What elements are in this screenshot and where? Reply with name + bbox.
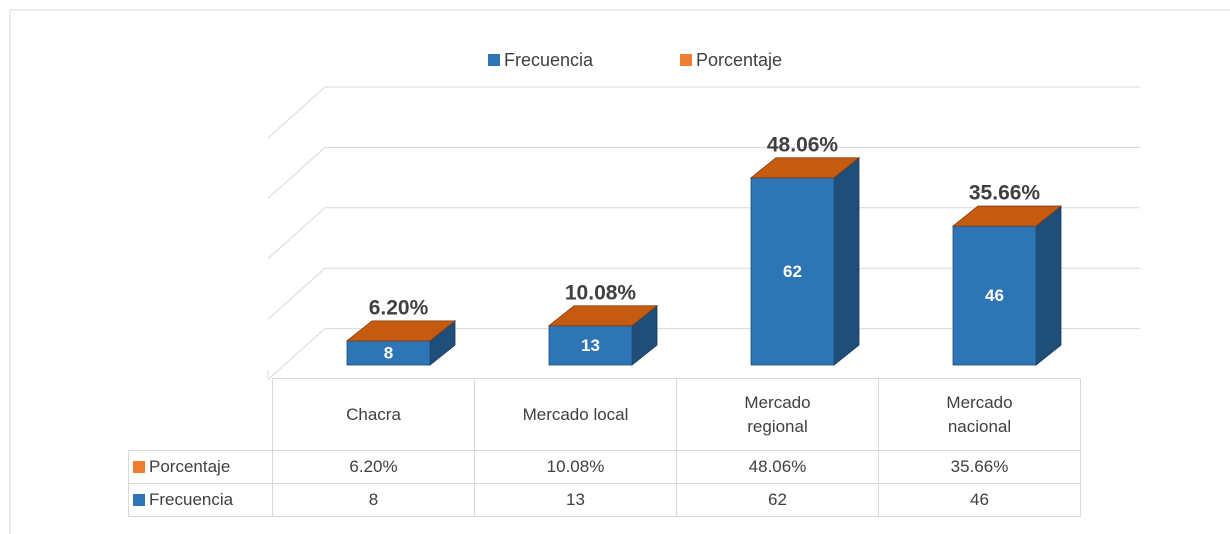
table-value: 8 xyxy=(272,483,475,517)
bar-side xyxy=(1035,205,1062,366)
bar-side xyxy=(833,156,860,366)
table-value: 62 xyxy=(676,483,879,517)
category-cell: Chacra xyxy=(272,378,475,451)
bar-cap xyxy=(345,320,457,342)
row-header: Porcentaje xyxy=(128,450,273,484)
category-cell: Mercado regional xyxy=(676,378,879,451)
value-label: 8 xyxy=(384,343,393,362)
grid-line xyxy=(267,328,1140,380)
legend-swatch xyxy=(133,461,145,473)
category-label: Mercado regional xyxy=(744,392,811,436)
category-cell: Mercado nacional xyxy=(878,378,1081,451)
percent-label: 6.20% xyxy=(369,296,429,319)
bar xyxy=(750,177,835,366)
value-label: 46 xyxy=(985,286,1004,305)
grid-line xyxy=(267,146,1140,199)
category-label: Mercado nacional xyxy=(946,392,1013,436)
legend-swatch xyxy=(133,494,145,506)
table-value: 6.20% xyxy=(272,450,475,484)
category-cell: Mercado local xyxy=(474,378,677,451)
table-value: 10.08% xyxy=(474,450,677,484)
percent-label: 35.66% xyxy=(969,182,1041,205)
table-value: 13 xyxy=(474,483,677,517)
table-value: 48.06% xyxy=(676,450,879,484)
table-value: 46 xyxy=(878,483,1081,517)
bar-cap xyxy=(951,205,1063,227)
row-label: Porcentaje xyxy=(149,457,231,476)
category-label: Chacra xyxy=(346,404,401,424)
legend-label: Frecuencia xyxy=(504,50,594,70)
bar xyxy=(952,225,1037,366)
bar xyxy=(346,340,431,366)
value-label: 62 xyxy=(783,262,802,281)
table-value: 35.66% xyxy=(878,450,1081,484)
row-header: Frecuencia xyxy=(128,483,273,517)
legend-swatch xyxy=(488,54,500,66)
category-label: Mercado local xyxy=(522,404,629,424)
percent-label: 10.08% xyxy=(565,281,637,304)
legend-swatch xyxy=(680,54,692,66)
bar xyxy=(548,325,633,366)
grid-line xyxy=(267,86,1140,139)
row-label: Frecuencia xyxy=(149,490,234,509)
bar-cap xyxy=(749,157,861,179)
data-table: Chacra Mercado local Mercado regional Merca… xyxy=(128,378,1081,517)
bar-cap xyxy=(547,305,659,327)
legend-label: Porcentaje xyxy=(696,50,782,70)
grid-line xyxy=(267,267,1140,320)
value-label: 13 xyxy=(581,336,600,355)
percent-label: 48.06% xyxy=(767,133,839,156)
corner xyxy=(128,378,273,451)
grid-line xyxy=(267,207,1140,260)
